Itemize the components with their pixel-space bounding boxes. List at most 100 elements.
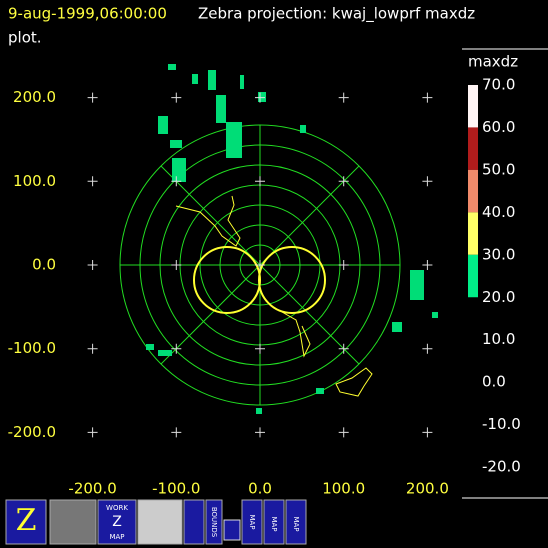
grid-cross [171,92,182,103]
echo [216,95,226,123]
icon-label: MAP [109,533,124,541]
spoke [259,264,360,365]
rings-icon[interactable] [183,499,205,545]
spoke [160,165,261,266]
echoes [146,64,438,414]
echo [208,70,216,90]
colorbar-segment [468,254,478,298]
grid-cross [87,427,98,438]
icon-label: Z [112,514,122,530]
y-tick-label: -200.0 [8,423,56,441]
grid-cross [422,427,433,438]
grid-cross [255,343,265,354]
x-tick-label: 200.0 [406,480,449,498]
overlay-icon[interactable] [137,499,183,545]
grid-cross [422,260,433,270]
echo [170,140,182,148]
grid-crosses [87,92,433,438]
grid-cross [422,176,433,187]
colorbar-tick-label: 40.0 [482,203,515,221]
colorbar-label: maxdz [468,53,518,71]
island [335,367,373,397]
time: 9-aug-1999,06:00:00 [8,5,167,23]
icon-label: MAP [248,514,256,529]
echo [172,158,186,182]
workmap-icon[interactable] [97,499,137,545]
echo [392,322,402,332]
echo [410,270,424,300]
image-icon[interactable] [49,499,97,545]
grid-icon[interactable] [223,519,241,541]
grid-cross [171,427,182,438]
echo [158,350,172,356]
grid-cross [255,92,265,103]
echo [316,388,324,394]
colorbar-tick-label: 0.0 [482,373,506,391]
colorbar-tick-label: 20.0 [482,288,515,306]
map-icon[interactable] [285,499,307,545]
map-icon[interactable] [241,499,263,545]
icon-label: MAP [270,516,278,531]
icon-label: WORK [106,504,128,512]
coastline [175,195,311,358]
echo [226,122,242,158]
echo [258,92,266,102]
grid-cross [255,260,265,270]
grid-cross [338,343,349,354]
map-icon[interactable] [263,499,285,545]
overlay [258,246,326,314]
y-tick-label: -100.0 [8,339,56,357]
title: Zebra projection: kwaj_lowprf maxdz [198,5,475,24]
grid-cross [87,343,98,354]
colorbar-segment [468,169,478,213]
y-tick-label: 100.0 [13,172,56,190]
echo [300,125,306,133]
grid-cross [422,92,433,103]
bounds-icon[interactable] [205,499,223,545]
title-cont: plot. [8,29,42,47]
grid-cross [338,92,349,103]
echo [192,74,198,84]
grid-cross [171,176,182,187]
spoke [160,264,261,365]
grid-cross [255,176,265,187]
colorbar-segment [468,85,478,128]
zebra-icon[interactable] [5,499,47,545]
grid-cross [171,343,182,354]
z-logo: Z [16,503,37,538]
grid-cross [422,343,433,354]
echo [168,64,176,70]
y-tick-label: 0.0 [32,256,56,274]
spoke [259,165,360,266]
x-tick-label: -100.0 [152,480,200,498]
map-overlay [175,195,373,397]
grid-cross [87,176,98,187]
colorbar-tick-label: 60.0 [482,118,515,136]
echo [256,408,262,414]
colorbar-tick-label: 30.0 [482,245,515,263]
colorbar-segment [468,212,478,255]
x-tick-label: 100.0 [322,480,365,498]
colorbar-tick-label: 70.0 [482,76,515,94]
toolbar: Z WORK Z MAP BOUNDS MAP MAP MAP [5,499,307,545]
grid-cross [87,260,98,270]
grid-cross [338,176,349,187]
colorbar-tick-label: 50.0 [482,160,515,178]
grid-cross [255,427,265,438]
icon-label: BOUNDS [210,507,218,538]
echo [146,344,154,350]
colorbar-segment [468,127,478,170]
echo [432,312,438,318]
grid-cross [338,260,349,270]
x-tick-label: 0.0 [248,480,272,498]
grid-cross [171,260,182,270]
colorbar-tick-label: -10.0 [482,415,521,433]
icon-label: MAP [292,516,300,531]
y-tick-label: 200.0 [13,88,56,106]
colorbar-tick-label: 10.0 [482,330,515,348]
grid-cross [87,92,98,103]
colorbar-tick-label: -20.0 [482,458,521,476]
echo [158,116,168,134]
